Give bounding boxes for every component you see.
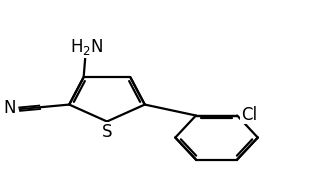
Text: S: S [102, 123, 112, 141]
Text: N: N [4, 99, 16, 117]
Text: H$_2$N: H$_2$N [70, 37, 103, 57]
Text: Cl: Cl [241, 106, 257, 124]
